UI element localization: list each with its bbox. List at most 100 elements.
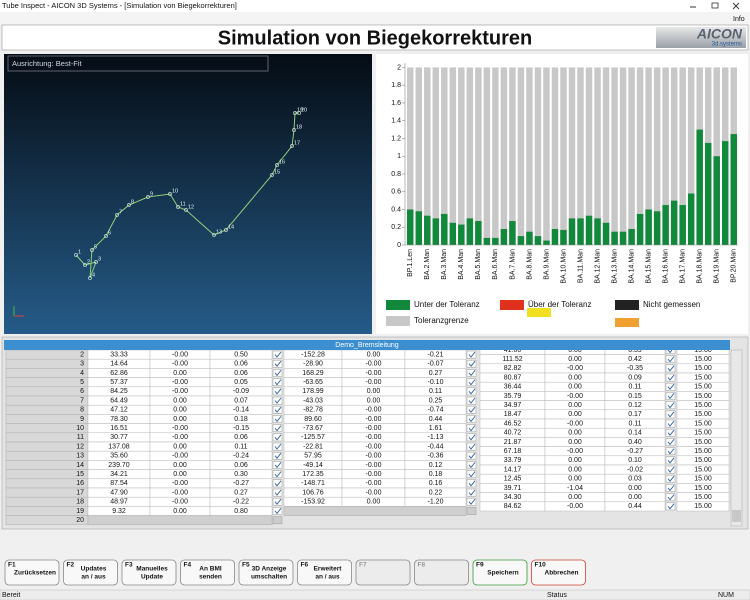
checkbox[interactable] [466,350,477,359]
bar [585,215,593,245]
cell-value: 0.00 [568,439,582,446]
checkbox[interactable] [665,364,676,373]
checkbox[interactable] [665,373,676,382]
checkbox[interactable] [272,433,283,442]
cell-value: -0.00 [172,361,188,368]
checkbox[interactable] [272,350,283,359]
cell-value: -0.00 [366,407,382,414]
checkmark [468,406,476,413]
bar [568,67,576,245]
function-key[interactable] [180,559,235,586]
cell-value: 67.18 [504,448,522,455]
checkbox[interactable] [665,465,676,474]
function-key[interactable] [531,559,586,586]
checkbox[interactable] [466,470,477,479]
checkbox[interactable] [272,516,283,525]
bar [679,67,686,245]
checkbox[interactable] [466,424,477,433]
checkbox[interactable] [272,442,283,451]
checkbox[interactable] [665,493,676,502]
checkbox[interactable] [272,369,283,377]
bar [483,237,491,245]
function-key[interactable] [121,559,177,586]
function-key[interactable] [297,559,352,586]
checkbox[interactable] [272,461,283,469]
cell-value: 15.00 [694,365,712,372]
checkbox[interactable] [466,359,477,368]
checkbox[interactable] [665,410,676,419]
checkbox[interactable] [466,497,477,506]
tube-point [83,263,87,267]
status-bar [0,589,750,600]
cell-value: -0.00 [567,420,583,427]
checkbox[interactable] [272,387,283,396]
checkbox[interactable] [466,405,477,414]
cell-value: 111.52 [502,356,522,363]
cell-value: 9.32 [112,508,126,515]
scrollbar[interactable] [730,349,743,527]
function-key[interactable] [63,559,118,586]
checkbox[interactable] [466,369,477,377]
function-key[interactable] [4,559,60,586]
checkbox[interactable] [272,507,283,515]
checkbox[interactable] [665,484,676,492]
cell-value: 15.00 [694,448,712,455]
checkbox[interactable] [665,447,676,456]
checkbox[interactable] [665,502,676,511]
checkbox[interactable] [272,359,283,368]
scrollbar-thumb[interactable] [732,510,741,522]
checkbox[interactable] [272,451,283,460]
menu-info[interactable]: Info [733,16,745,23]
cell-value: 0.00 [568,494,582,501]
checkbox[interactable] [466,378,477,387]
checkbox[interactable] [665,401,676,410]
checkbox[interactable] [665,438,676,446]
checkbox[interactable] [272,479,283,488]
viewport-3d[interactable] [4,54,372,334]
function-key-label: Abbrechen [545,570,579,577]
checkbox[interactable] [665,474,676,483]
checkbox[interactable] [466,396,477,405]
checkbox[interactable] [466,479,477,488]
bar [619,67,627,245]
checkbox[interactable] [272,396,283,405]
bar [611,231,618,245]
checkbox[interactable] [665,355,676,364]
checkbox[interactable] [466,461,477,469]
function-key-id: F2 [67,562,75,569]
checkbox[interactable] [272,497,283,506]
checkbox[interactable] [466,488,477,497]
checkbox[interactable] [665,456,676,465]
function-key[interactable] [238,559,294,586]
x-tick-label: BA.3.Man [441,249,448,280]
cell-value: 0.09 [628,374,642,381]
checkbox[interactable] [466,507,477,515]
table-title-bar [4,340,730,350]
checkbox[interactable] [466,415,477,423]
checkbox[interactable] [665,428,676,437]
window-controls[interactable] [690,2,740,10]
checkbox[interactable] [272,415,283,423]
checkbox[interactable] [466,442,477,451]
checkbox[interactable] [272,405,283,414]
checkbox[interactable] [272,424,283,433]
cell-value: -0.00 [567,503,583,510]
checkbox[interactable] [272,378,283,387]
checkbox[interactable] [272,488,283,497]
x-tick-label: BA.16.Man [662,249,669,284]
cell-value: 0.00 [173,397,187,404]
checkbox[interactable] [665,382,676,391]
checkbox[interactable] [466,433,477,442]
checkbox[interactable] [665,419,676,428]
bar [407,67,414,245]
bar [475,221,482,245]
function-key[interactable] [472,559,528,586]
checkbox[interactable] [466,387,477,396]
legend-label: Toleranzgrenze [414,316,469,325]
cell-value: 34.30 [504,494,522,501]
y-tick-label: 1.4 [391,118,401,125]
checkbox[interactable] [665,392,676,400]
checkbox[interactable] [466,451,477,460]
checkbox[interactable] [272,470,283,479]
checkmark [274,480,282,487]
